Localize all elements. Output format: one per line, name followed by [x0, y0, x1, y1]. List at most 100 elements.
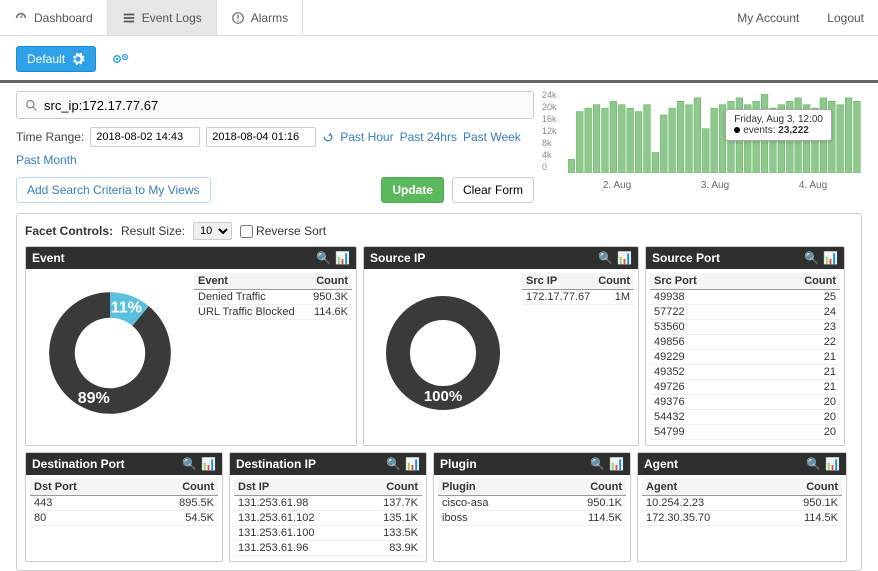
panel-title: Source Port [652, 251, 800, 265]
col-count: Count [306, 273, 352, 290]
panel-destination-port: Destination Port 🔍 📊 Dst PortCount443895.5… [25, 452, 223, 562]
facet-controls: Facet Controls: Result Size: 10 Reverse … [16, 213, 862, 571]
search-input[interactable] [44, 98, 525, 113]
tooltip-time: Friday, Aug 3, 12:00 [734, 114, 823, 125]
my-account-link[interactable]: My Account [723, 0, 813, 35]
reverse-sort-checkbox[interactable] [240, 225, 253, 238]
logout-link[interactable]: Logout [813, 0, 878, 35]
update-label: Update [392, 183, 433, 197]
panel-title: Destination Port [32, 457, 178, 471]
panel-search-icon[interactable]: 🔍 [590, 457, 605, 471]
result-size-select[interactable]: 10 [193, 222, 232, 240]
panel-title: Source IP [370, 251, 594, 265]
timeline-yaxis: 24k20k16k12k8k4k0 [542, 91, 557, 175]
panel-title: Destination IP [236, 457, 382, 471]
svg-text:89%: 89% [78, 390, 110, 407]
panel-chart-icon[interactable]: 📊 [405, 457, 420, 471]
table-row[interactable]: 4922921 [650, 350, 840, 365]
table-row[interactable]: 172.30.35.70114.5K [642, 511, 842, 526]
panel-search-icon[interactable]: 🔍 [386, 457, 401, 471]
table-row[interactable]: cisco-asa950.1K [438, 496, 626, 511]
panel-search-icon[interactable]: 🔍 [316, 251, 331, 265]
default-view-button[interactable]: Default [16, 46, 96, 72]
table-row[interactable]: 172.17.77.671M [522, 290, 634, 305]
time-end-input[interactable] [206, 127, 316, 147]
tab-dashboard[interactable]: Dashboard [0, 0, 108, 35]
dstport-table: Dst PortCount443895.5K8054.5K [30, 479, 218, 526]
reverse-sort-label: Reverse Sort [256, 224, 326, 238]
quick-range-past-hour[interactable]: Past Hour [340, 130, 393, 144]
reverse-sort-wrap[interactable]: Reverse Sort [240, 224, 326, 238]
panel-title: Event [32, 251, 312, 265]
tab-event-logs[interactable]: Event Logs [108, 0, 217, 35]
table-row[interactable]: 4935221 [650, 365, 840, 380]
table-row[interactable]: 8054.5K [30, 511, 218, 526]
panel-chart-icon[interactable]: 📊 [335, 251, 350, 265]
col-dstport: Dst Port [30, 479, 132, 496]
event-table: EventCountDenied Traffic950.3KURL Traffi… [194, 273, 352, 320]
panel-agent: Agent🔍📊 AgentCount10.254.2.23950.1K172.3… [637, 452, 847, 562]
panel-chart-icon[interactable]: 📊 [201, 457, 216, 471]
clear-form-label: Clear Form [463, 183, 523, 197]
panel-search-icon[interactable]: 🔍 [182, 457, 197, 471]
col-count: Count [359, 479, 422, 496]
event-donut: 11%89% [30, 273, 190, 433]
panel-chart-icon[interactable]: 📊 [617, 251, 632, 265]
panel-search-icon[interactable]: 🔍 [804, 251, 819, 265]
panel-chart-icon[interactable]: 📊 [825, 457, 840, 471]
time-range-row: Time Range: Past Hour Past 24hrs Past We… [16, 127, 534, 167]
facet-controls-label: Facet Controls: [25, 224, 113, 238]
table-row[interactable]: 131.253.61.98137.7K [234, 496, 422, 511]
result-size-label: Result Size: [121, 224, 185, 238]
tooltip-series: events: [743, 125, 775, 136]
table-row[interactable]: URL Traffic Blocked114.6K [194, 305, 352, 320]
tab-alarms[interactable]: Alarms [217, 0, 303, 35]
table-row[interactable]: 4937620 [650, 395, 840, 410]
tab-label: Dashboard [34, 11, 93, 25]
panel-chart-icon[interactable]: 📊 [609, 457, 624, 471]
tab-label: Alarms [251, 11, 288, 25]
update-button[interactable]: Update [381, 177, 444, 203]
search-area: Time Range: Past Hour Past 24hrs Past We… [0, 83, 878, 207]
table-row[interactable]: 5356023 [650, 320, 840, 335]
timeline-xaxis: 2. Aug3. Aug4. Aug [568, 180, 862, 191]
table-row[interactable]: 131.253.61.9683.9K [234, 541, 422, 556]
refresh-icon[interactable] [322, 131, 334, 143]
panel-chart-icon[interactable]: 📊 [823, 251, 838, 265]
table-row[interactable]: Denied Traffic950.3K [194, 290, 352, 305]
svg-text:100%: 100% [424, 388, 462, 405]
table-row[interactable]: 4985622 [650, 335, 840, 350]
table-row[interactable]: 443895.5K [30, 496, 218, 511]
col-event: Event [194, 273, 306, 290]
default-view-label: Default [27, 52, 65, 66]
timeline-chart[interactable]: 24k20k16k12k8k4k0 2. Aug3. Aug4. Aug Fri… [542, 91, 862, 191]
table-row[interactable]: 4972621 [650, 380, 840, 395]
search-box[interactable] [16, 91, 534, 119]
table-row[interactable]: 131.253.61.102135.1K [234, 511, 422, 526]
table-row[interactable]: iboss114.5K [438, 511, 626, 526]
panel-plugin: Plugin🔍📊 PluginCountcisco-asa950.1Kiboss… [433, 452, 631, 562]
views-settings-button[interactable] [106, 47, 136, 71]
clear-form-button[interactable]: Clear Form [452, 177, 534, 203]
quick-range-past-month[interactable]: Past Month [16, 153, 77, 167]
table-row[interactable]: 4993825 [650, 290, 840, 305]
table-row[interactable]: 5479920 [650, 425, 840, 440]
quick-range-past-24hrs[interactable]: Past 24hrs [400, 130, 457, 144]
time-range-label: Time Range: [16, 130, 84, 144]
alert-icon [231, 11, 245, 25]
panel-source-port: Source Port🔍📊 Src PortCount4993825577222… [645, 246, 845, 446]
table-row[interactable]: 10.254.2.23950.1K [642, 496, 842, 511]
table-row[interactable]: 131.253.61.100133.5K [234, 526, 422, 541]
add-to-views-button[interactable]: Add Search Criteria to My Views [16, 177, 211, 203]
table-row[interactable]: 5772224 [650, 305, 840, 320]
table-row[interactable]: 5443220 [650, 410, 840, 425]
quick-range-past-week[interactable]: Past Week [463, 130, 521, 144]
sourceip-donut: 100% [368, 273, 518, 433]
time-start-input[interactable] [90, 127, 200, 147]
panel-source-ip: Source IP🔍📊 100% Src IPCount172.17.77.67… [363, 246, 639, 446]
logout-label: Logout [827, 11, 864, 25]
panel-search-icon[interactable]: 🔍 [806, 457, 821, 471]
gears-icon [112, 52, 130, 66]
col-count: Count [543, 479, 626, 496]
panel-search-icon[interactable]: 🔍 [598, 251, 613, 265]
